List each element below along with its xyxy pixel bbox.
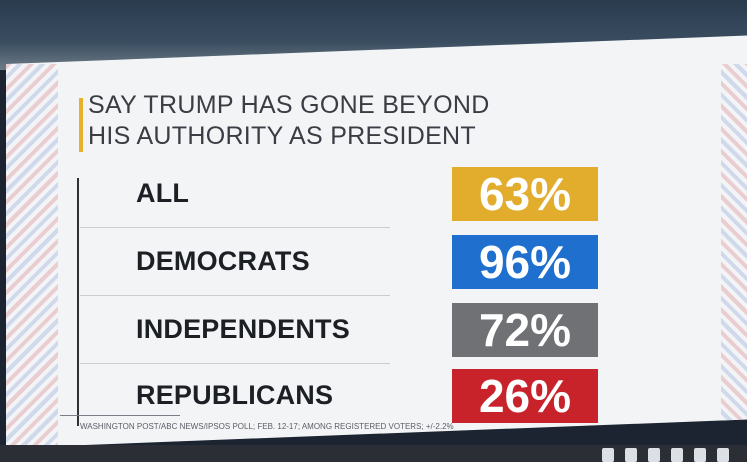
row-separator	[80, 363, 390, 364]
screen-stand	[671, 448, 683, 462]
bar-row: DEMOCRATS 96%	[80, 232, 610, 296]
right-decorative-pattern	[721, 64, 747, 448]
category-label: DEMOCRATS	[136, 246, 310, 276]
source-note: WASHINGTON POST/ABC NEWS/IPSOS POLL; FEB…	[80, 422, 454, 431]
value-badge: 26%	[452, 369, 598, 423]
screen-content: SAY TRUMP HAS GONE BEYOND HIS AUTHORITY …	[6, 64, 747, 448]
screen-stand	[648, 448, 660, 462]
bar-row: ALL 63%	[80, 164, 610, 228]
bar-row: REPUBLICANS 26%	[80, 366, 610, 430]
row-separator	[80, 227, 390, 228]
left-decorative-pattern	[6, 64, 58, 448]
screen-stand	[625, 448, 637, 462]
screen-stand	[602, 448, 614, 462]
category-label: INDEPENDENTS	[136, 314, 350, 344]
studio-floor	[0, 445, 747, 462]
value-badge: 63%	[452, 167, 598, 221]
screen-stand	[717, 448, 729, 462]
category-label: ALL	[136, 178, 190, 208]
bar-row: INDEPENDENTS 72%	[80, 300, 610, 364]
row-separator	[80, 295, 390, 296]
chart-title-line-2: HIS AUTHORITY AS PRESIDENT	[88, 122, 476, 150]
screen-stand	[694, 448, 706, 462]
title-accent-bar	[79, 98, 83, 152]
value-badge: 96%	[452, 235, 598, 289]
display-screen: SAY TRUMP HAS GONE BEYOND HIS AUTHORITY …	[6, 35, 747, 448]
chart-title-line-1: SAY TRUMP HAS GONE BEYOND	[88, 91, 490, 119]
source-divider	[60, 415, 180, 416]
vertical-divider	[77, 178, 79, 426]
category-label: REPUBLICANS	[136, 380, 334, 410]
chart-title: SAY TRUMP HAS GONE BEYOND HIS AUTHORITY …	[88, 90, 548, 152]
value-badge: 72%	[452, 303, 598, 357]
